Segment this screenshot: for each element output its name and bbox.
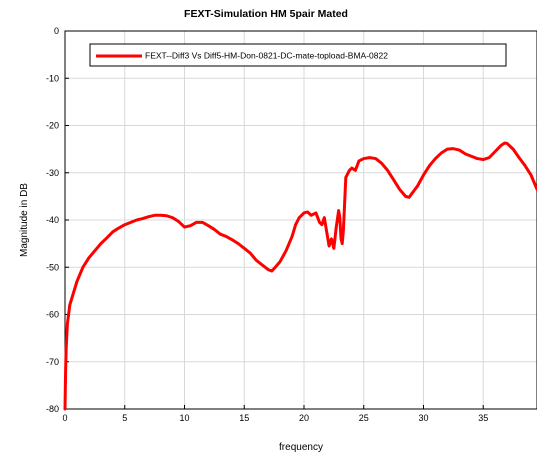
chart-title: FEXT-Simulation HM 5pair Mated (184, 8, 348, 20)
y-axis-label: Magnitude in DB (19, 183, 30, 257)
y-tick-label: 0 (54, 26, 59, 36)
y-tick-label: -60 (46, 310, 59, 320)
x-tick-label: 10 (179, 413, 189, 423)
x-tick-label: 35 (478, 413, 488, 423)
x-tick-label: 5 (122, 413, 127, 423)
series-line (63, 141, 537, 411)
y-tick-label: -30 (46, 168, 59, 178)
x-tick-label: 25 (359, 413, 369, 423)
x-axis-label: frequency (279, 442, 323, 453)
y-tick-label: -80 (46, 404, 59, 414)
y-tick-label: -40 (46, 215, 59, 225)
y-tick-label: -20 (46, 121, 59, 131)
x-tick-label: 15 (239, 413, 249, 423)
legend-box (89, 43, 507, 67)
y-tick-label: -10 (46, 73, 59, 83)
x-tick-label: 0 (62, 413, 67, 423)
axis-ticks: 0 5 10 15 20 25 30 35 0 -10 -20 -30 -40 -50 -60 -70 -80 (46, 26, 488, 423)
x-tick-label: 30 (418, 413, 428, 423)
legend-entry: FEXT--Diff3 Vs Diff5-HM-Don-0821-DC-mate… (145, 51, 388, 61)
legend: FEXT--Diff3 Vs Diff5-HM-Don-0821-DC-mate… (89, 43, 507, 67)
x-tick-label: 20 (299, 413, 309, 423)
y-tick-label: -50 (46, 262, 59, 272)
y-tick-label: -70 (46, 357, 59, 367)
